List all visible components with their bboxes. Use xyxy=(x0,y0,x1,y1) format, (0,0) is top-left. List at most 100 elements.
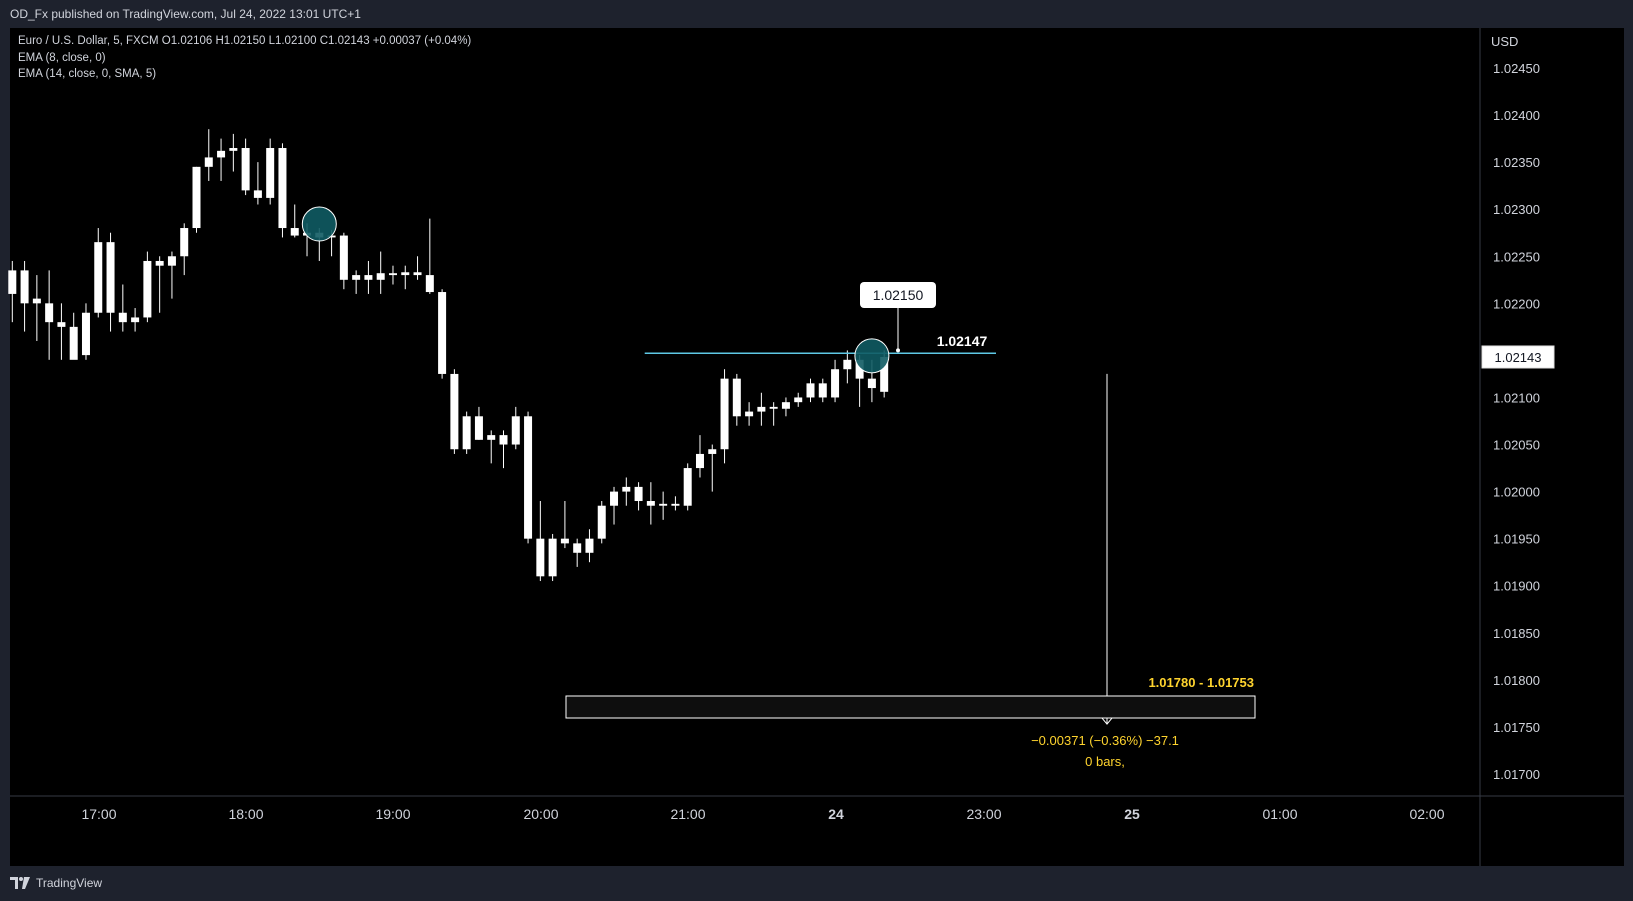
candle-body xyxy=(155,260,164,266)
candle-body xyxy=(69,326,78,360)
x-tick-label: 17:00 xyxy=(81,806,116,822)
x-tick-label: 20:00 xyxy=(523,806,558,822)
callout-label: 1.02150 xyxy=(873,287,924,303)
measure-bars-label: 0 bars, xyxy=(1085,754,1125,769)
candle-body xyxy=(818,383,827,398)
currency-label: USD xyxy=(1491,34,1518,49)
candle-body xyxy=(192,166,201,229)
y-tick-label: 1.02000 xyxy=(1493,485,1540,500)
candle-body xyxy=(843,359,852,370)
candle-body xyxy=(8,270,17,294)
y-tick-label: 1.01700 xyxy=(1493,767,1540,782)
callout-anchor-dot xyxy=(896,348,900,353)
candle-body xyxy=(806,383,815,398)
candle-body xyxy=(131,317,140,323)
candle-body xyxy=(646,501,655,506)
candle-body xyxy=(708,449,717,454)
candle-body xyxy=(180,228,189,257)
y-tick-label: 1.02250 xyxy=(1493,249,1540,264)
candle-body xyxy=(266,148,275,198)
candle-body xyxy=(720,378,729,450)
candle-body xyxy=(499,435,508,445)
candle-body xyxy=(524,416,533,539)
candle-body xyxy=(167,256,176,266)
chart-legend: Euro / U.S. Dollar, 5, FXCM O1.02106 H1.… xyxy=(18,33,471,83)
candle-body xyxy=(352,275,361,280)
candle-body xyxy=(585,538,594,553)
candle-body xyxy=(867,378,876,389)
ema-14-legend[interactable]: EMA (14, close, 0, SMA, 5) xyxy=(18,68,157,80)
y-tick-label: 1.02300 xyxy=(1493,202,1540,217)
symbol-legend[interactable]: Euro / U.S. Dollar, 5, FXCM O1.02106 H1.… xyxy=(18,35,472,47)
candle-body xyxy=(695,453,704,469)
range-label: 1.01780 - 1.01753 xyxy=(1148,675,1254,690)
candle-body xyxy=(659,503,668,506)
y-tick-label: 1.01900 xyxy=(1493,579,1540,594)
candle-body xyxy=(855,359,864,379)
candle-body xyxy=(794,397,803,403)
candle-body xyxy=(769,406,778,409)
y-tick-label: 1.02200 xyxy=(1493,296,1540,311)
candle-body xyxy=(388,273,397,276)
candle-body xyxy=(683,468,692,506)
candle-body xyxy=(45,303,54,323)
candle-body xyxy=(217,150,226,158)
candle-body xyxy=(732,378,741,417)
candle-body xyxy=(364,275,373,280)
brand-name[interactable]: TradingView xyxy=(36,876,103,890)
candle-body xyxy=(745,411,754,417)
candle-body xyxy=(511,416,520,445)
candle-body xyxy=(290,228,299,236)
candle-body xyxy=(241,148,250,191)
candle-body xyxy=(450,373,459,450)
y-tick-label: 1.02400 xyxy=(1493,108,1540,123)
x-tick-label: 01:00 xyxy=(1262,806,1297,822)
horizontal-line-label: 1.02147 xyxy=(937,333,988,349)
y-tick-label: 1.01800 xyxy=(1493,673,1540,688)
measure-change-label: −0.00371 (−0.36%) −37.1 xyxy=(1031,733,1179,748)
candle-body xyxy=(573,543,582,553)
y-tick-label: 1.01750 xyxy=(1493,720,1540,735)
x-tick-label: 02:00 xyxy=(1409,806,1444,822)
candle-body xyxy=(438,292,447,374)
marker-circle xyxy=(301,206,337,242)
candle-body xyxy=(425,275,434,293)
candle-body xyxy=(622,486,631,492)
x-tick-label: 24 xyxy=(828,806,844,822)
candle-body xyxy=(143,260,152,318)
candle-body xyxy=(229,148,238,151)
candle-body xyxy=(757,406,766,412)
tradingview-logo-icon xyxy=(10,877,30,889)
y-tick-label: 1.02450 xyxy=(1493,61,1540,76)
x-tick-label: 23:00 xyxy=(966,806,1001,822)
callout-box xyxy=(860,282,936,308)
candle-body xyxy=(536,538,545,577)
candle-body xyxy=(781,402,790,409)
candle-body xyxy=(57,322,66,327)
y-tick-label: 1.01850 xyxy=(1493,626,1540,641)
candle-body xyxy=(474,416,483,440)
candle-body xyxy=(634,486,643,502)
x-tick-label: 18:00 xyxy=(228,806,263,822)
candle-body xyxy=(671,503,680,506)
ema-8-legend[interactable]: EMA (8, close, 0) xyxy=(18,51,106,64)
range-box xyxy=(565,695,1256,719)
x-tick-label: 19:00 xyxy=(375,806,410,822)
candle-body xyxy=(20,270,29,304)
y-tick-label: 1.02350 xyxy=(1493,155,1540,170)
publish-info: OD_Fx published on TradingView.com, Jul … xyxy=(10,7,361,21)
candle-body xyxy=(401,272,410,276)
candle-body xyxy=(610,491,619,506)
measure-arrow-head xyxy=(1101,717,1113,725)
candle-body xyxy=(327,235,336,238)
y-tick-label: 1.01950 xyxy=(1493,532,1540,547)
candle-body xyxy=(106,242,115,313)
candle-body xyxy=(118,312,127,323)
candle-body xyxy=(880,356,889,392)
candle-body xyxy=(81,312,90,356)
last-price-tag xyxy=(1481,345,1555,369)
footer: TradingView xyxy=(10,872,102,894)
candle-body xyxy=(204,157,213,167)
candle-body xyxy=(597,505,606,539)
